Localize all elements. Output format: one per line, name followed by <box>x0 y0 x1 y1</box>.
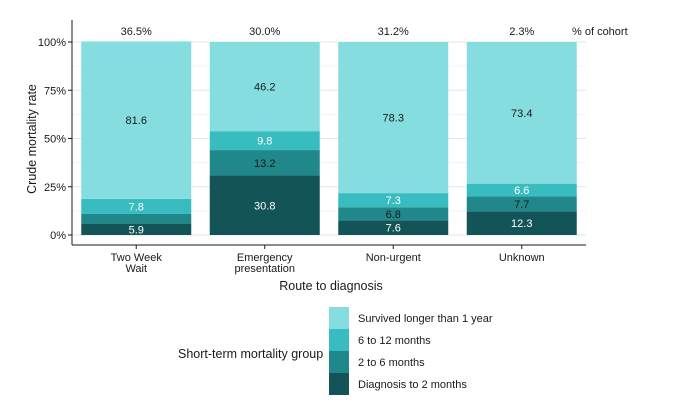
cohort-value: 31.2% <box>378 26 409 38</box>
y-tick-label: 75% <box>44 85 66 97</box>
legend-title: Short-term mortality group <box>178 347 323 361</box>
data-label: 6.6 <box>514 185 529 197</box>
y-ticks: 0% 25% 50% 75% 100% <box>38 37 72 242</box>
bar-segment <box>209 131 320 151</box>
x-tick-label: Emergency <box>237 252 293 264</box>
data-label: 7.6 <box>386 223 401 235</box>
cohort-value: 30.0% <box>249 26 280 38</box>
data-label: 7.3 <box>386 195 401 207</box>
data-label: 30.8 <box>254 200 275 212</box>
legend-key <box>329 373 349 395</box>
legend-label: Survived longer than 1 year <box>358 313 493 325</box>
bar-segment <box>338 220 449 235</box>
bar-segment <box>466 42 577 184</box>
data-label: 7.7 <box>514 199 529 211</box>
bar-segment <box>209 175 320 235</box>
cohort-header: % of cohort <box>572 26 628 38</box>
data-label: 7.8 <box>129 201 144 213</box>
cohort-value: 36.5% <box>121 26 152 38</box>
x-tick-label: Non-urgent <box>366 252 421 264</box>
data-label: 9.8 <box>257 136 272 148</box>
y-tick-label: 0% <box>50 230 66 242</box>
cohort-labels: % of cohort 36.5% 30.0% 31.2% 2.3% <box>121 26 628 38</box>
bar-segment <box>338 193 449 208</box>
legend: Short-term mortality group Survived long… <box>178 307 493 395</box>
bar-segment <box>338 42 449 194</box>
bar-segment <box>209 42 320 132</box>
bar-segment <box>466 196 577 212</box>
data-label: 5.9 <box>129 224 144 236</box>
x-tick-label: Unknown <box>499 252 545 264</box>
x-tick-label: Two Week <box>111 252 163 264</box>
y-tick-label: 25% <box>44 182 66 194</box>
bars <box>81 41 577 235</box>
legend-key <box>329 307 349 329</box>
data-label: 12.3 <box>511 218 532 230</box>
data-label: 6.8 <box>386 209 401 221</box>
bar-segment <box>81 41 192 199</box>
bar-segment <box>209 150 320 176</box>
x-tick-label: Wait <box>125 263 147 275</box>
data-label: 46.2 <box>254 82 275 94</box>
data-label: 78.3 <box>383 113 404 125</box>
x-axis-title: Route to diagnosis <box>279 279 383 293</box>
data-labels: 5.9 7.8 81.6 30.8 13.2 9.8 46.2 7.6 6.8 7.3 78.3 12… <box>126 82 533 237</box>
legend-key <box>329 329 349 351</box>
y-tick-label: 50% <box>44 134 66 146</box>
data-label: 13.2 <box>254 158 275 170</box>
bar-segment <box>81 223 192 235</box>
x-tick-label: presentation <box>234 263 295 275</box>
bar-segment <box>466 211 577 235</box>
legend-label: 2 to 6 months <box>358 357 425 369</box>
y-tick-label: 100% <box>38 37 66 49</box>
bar-segment <box>81 198 192 214</box>
legend-label: Diagnosis to 2 months <box>358 379 467 391</box>
bar-segment <box>338 207 449 221</box>
bar-segment <box>81 213 192 224</box>
legend-label: 6 to 12 months <box>358 335 431 347</box>
cohort-value: 2.3% <box>509 26 534 38</box>
y-axis-title: Crude mortality rate <box>25 84 39 194</box>
bar-segment <box>466 183 577 197</box>
legend-key <box>329 351 349 373</box>
axes <box>71 20 586 246</box>
data-label: 81.6 <box>126 115 147 127</box>
data-label: 73.4 <box>511 108 532 120</box>
